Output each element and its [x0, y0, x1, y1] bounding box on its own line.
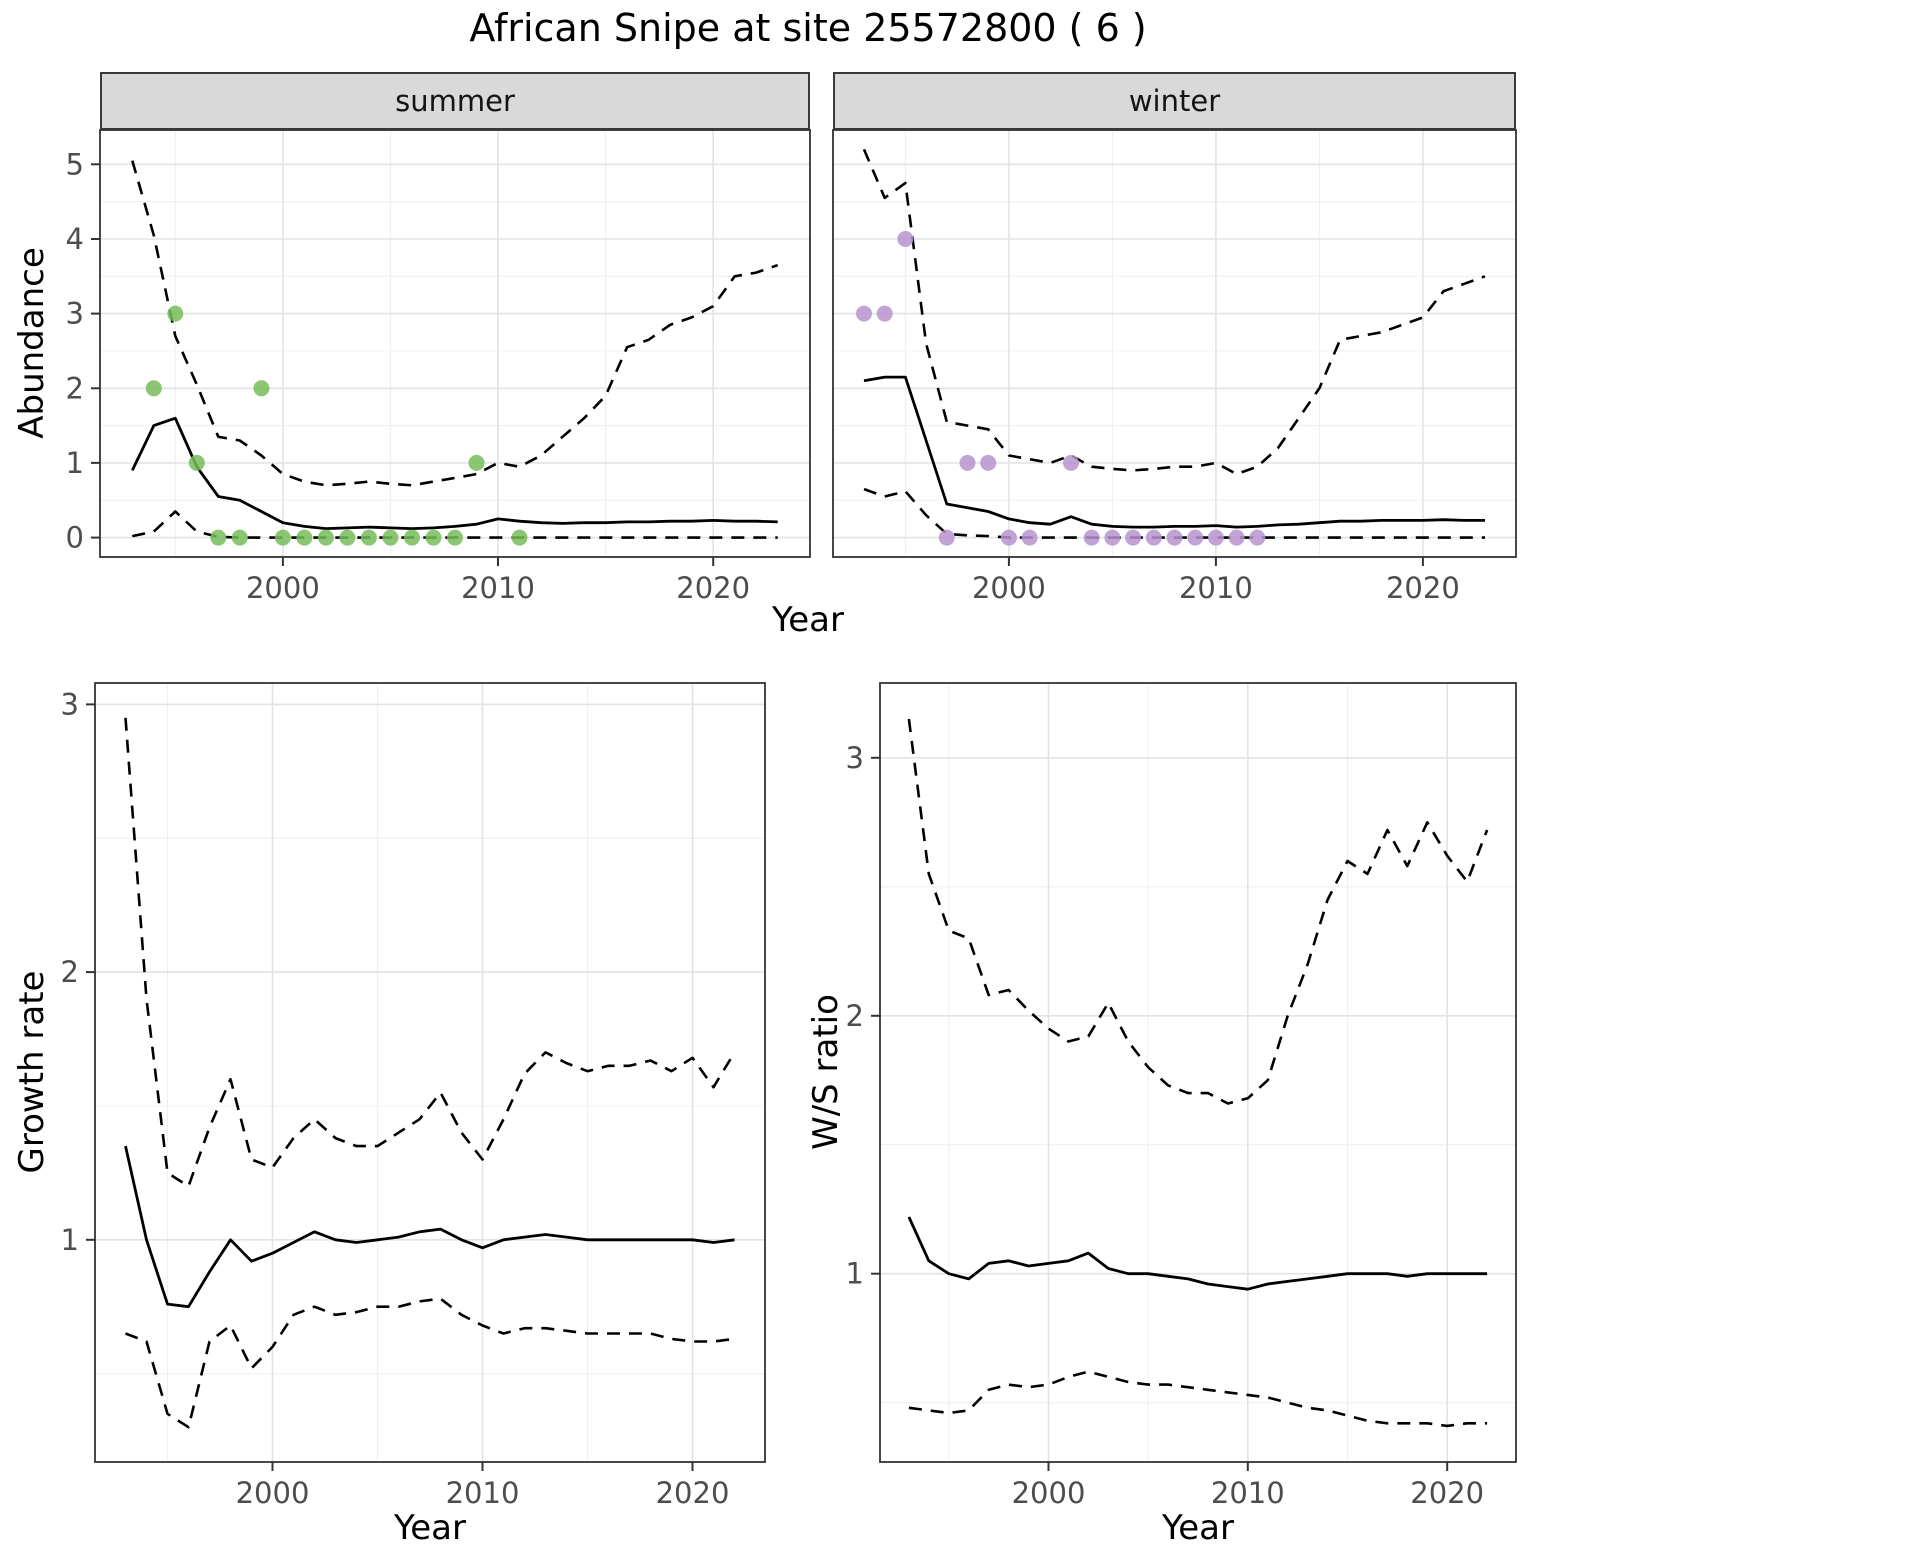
panel-border: [879, 682, 1517, 1463]
panel-background: [100, 130, 810, 557]
observation-point: [1228, 529, 1245, 546]
abundance_summer-upper-ci-line: [131, 160, 779, 487]
panel-background: [880, 683, 1516, 1462]
observation-point: [210, 529, 227, 546]
x-tick-label: 2000: [236, 1476, 310, 1510]
panel-background: [95, 683, 765, 1462]
chart-abundance_summer: 2000 2010 2020 0 1 2 3 4 5: [66, 129, 811, 605]
observation-point: [425, 529, 442, 546]
chart-growth_rate: 2000 2010 2020 1 2 3: [61, 682, 766, 1510]
observation-point: [1125, 529, 1142, 546]
observation-point: [167, 305, 184, 322]
chart-ws_ratio: 2000 2010 2020 1 2 3: [846, 682, 1517, 1510]
y-tick-label: 2: [66, 371, 84, 405]
observation-point: [339, 529, 356, 546]
observation-point: [447, 529, 463, 546]
panel-background: [833, 130, 1516, 557]
x-tick-label: 2010: [446, 1476, 520, 1510]
chart-abundance_winter: 2000 2010 2020: [832, 129, 1517, 605]
observation-point: [382, 529, 399, 546]
observation-point: [1000, 529, 1017, 546]
observation-point: [188, 454, 205, 471]
observation-point: [360, 529, 377, 546]
x-tick-label: 2000: [972, 571, 1046, 605]
panel-border: [94, 682, 766, 1463]
ws_ratio-upper-ci-line: [907, 718, 1489, 1105]
observation-point: [1083, 529, 1100, 546]
facet-strip-summer-label: summer: [395, 84, 515, 118]
observation-point: [511, 529, 528, 546]
observation-point: [1207, 529, 1224, 546]
y-tick-label: 2: [61, 955, 79, 989]
x-tick-label: 2020: [1410, 1476, 1484, 1510]
observation-point: [1187, 529, 1204, 546]
observation-point: [296, 529, 313, 546]
observation-point: [938, 529, 955, 546]
observation-point: [1249, 529, 1266, 546]
abundance_summer-estimate-line: [131, 416, 778, 530]
y-tick-label: 3: [61, 687, 79, 721]
figure-title: African Snipe at site 25572800 ( 6 ): [469, 6, 1147, 50]
x-tick-label: 2020: [676, 571, 750, 605]
observation-point: [1063, 454, 1079, 471]
x-tick-label: 2010: [461, 571, 535, 605]
y-tick-label: 0: [66, 521, 84, 555]
panel-border: [99, 129, 811, 558]
observation-point: [404, 529, 420, 546]
abundance_summer-observations: [145, 305, 528, 546]
observation-point: [1166, 529, 1183, 546]
growth_rate-estimate-line: [124, 1145, 735, 1309]
observation-point: [1021, 529, 1038, 546]
observation-point: [876, 305, 893, 322]
observation-point: [1104, 529, 1121, 546]
x-tick-label: 2020: [656, 1476, 730, 1510]
year-axis-title-top: Year: [772, 600, 844, 640]
observation-point: [253, 380, 270, 397]
observation-point: [145, 380, 162, 397]
abundance_winter-observations: [856, 231, 1266, 546]
observation-point: [274, 529, 291, 546]
facet-strip-summer: summer: [100, 72, 810, 130]
abundance_winter-upper-ci-line: [862, 148, 1486, 476]
observation-point: [468, 454, 485, 471]
x-tick-label: 2020: [1386, 571, 1460, 605]
observation-point: [231, 529, 248, 546]
y-tick-label: 3: [846, 741, 864, 775]
y-tick-label: 4: [66, 222, 84, 256]
x-tick-label: 2000: [246, 571, 320, 605]
growth_rate-lower-ci-line: [125, 1297, 735, 1429]
facet-strip-winter-label: winter: [1128, 84, 1221, 118]
observation-point: [897, 231, 914, 247]
x-tick-label: 2010: [1179, 571, 1253, 605]
y-tick-label: 2: [846, 999, 864, 1033]
year-axis-title-bottom-left: Year: [394, 1508, 466, 1548]
observation-point: [959, 454, 976, 471]
observation-point: [980, 454, 997, 471]
ws_ratio-estimate-line: [907, 1216, 1488, 1291]
x-tick-label: 2000: [1012, 1476, 1086, 1510]
y-tick-label: 1: [61, 1223, 79, 1257]
observation-point: [1145, 529, 1162, 546]
growth_rate-upper-ci-line: [124, 717, 736, 1188]
y-tick-label: 1: [66, 446, 84, 480]
abundance_winter-estimate-line: [863, 375, 1485, 529]
observation-point: [317, 529, 334, 546]
y-tick-label: 3: [66, 297, 84, 331]
y-tick-label: 1: [846, 1257, 864, 1291]
panel-border: [832, 129, 1517, 558]
y-tick-label: 5: [66, 147, 84, 181]
year-axis-title-bottom-right: Year: [1162, 1508, 1234, 1548]
facet-strip-winter: winter: [833, 72, 1516, 130]
x-tick-label: 2010: [1211, 1476, 1285, 1510]
observation-point: [856, 305, 872, 322]
